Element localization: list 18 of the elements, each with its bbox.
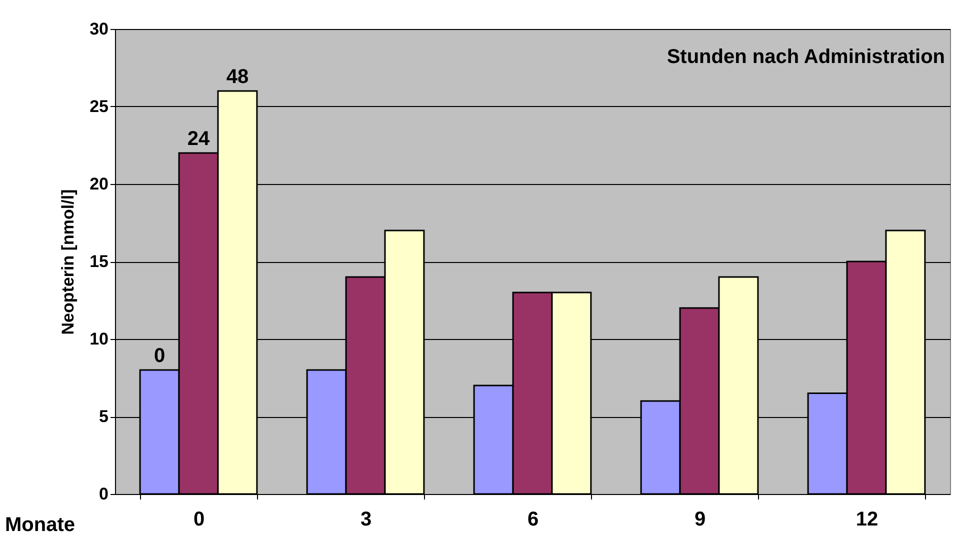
series-label: 48 <box>226 66 249 88</box>
x-axis-title: Monate <box>5 514 75 536</box>
series-label: 0 <box>154 345 166 367</box>
y-tick-label: 10 <box>90 330 108 348</box>
y-tick-label: 15 <box>90 252 108 271</box>
annotation: Stunden nach Administration <box>666 46 945 68</box>
x-tick-label: 9 <box>694 508 706 530</box>
x-tick-label: 3 <box>360 508 372 530</box>
y-tick-label: 5 <box>99 407 108 426</box>
y-axis-title: Neopterin [nmol/l] <box>58 189 78 335</box>
x-tick-label: 12 <box>856 508 878 530</box>
x-tick-label: 0 <box>193 508 205 530</box>
series-label: 24 <box>187 128 210 150</box>
y-tick-label: 25 <box>90 97 108 116</box>
y-tick-label: 0 <box>99 484 108 504</box>
y-tick-label: 20 <box>90 174 108 194</box>
y-tick-label: 30 <box>90 20 108 38</box>
x-tick-label: 6 <box>527 508 539 530</box>
